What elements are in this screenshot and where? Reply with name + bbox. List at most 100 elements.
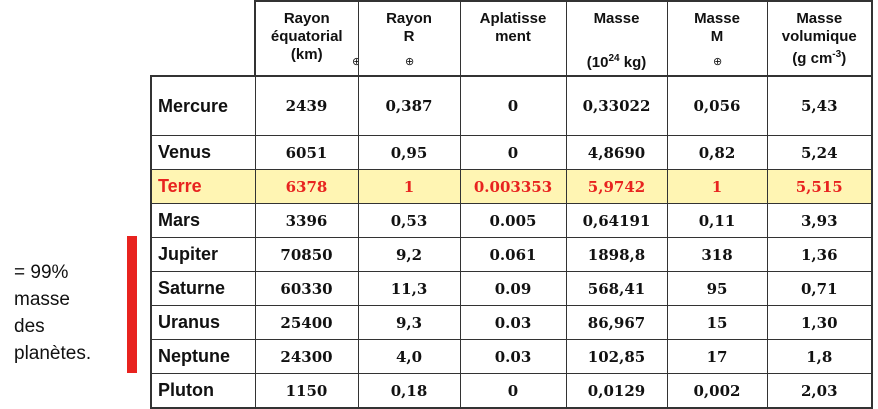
table-row: Uranus 25400 9,3 0.03 86,967 15 1,30 bbox=[150, 305, 873, 340]
table-row-highlighted: Terre 6378 1 0.003353 5,9742 1 5,515 bbox=[150, 169, 873, 204]
table-row: Saturne 60330 11,3 0.09 568,41 95 0,71 bbox=[150, 271, 873, 306]
table-cell: 0,056 bbox=[666, 75, 768, 136]
table-cell: 1 bbox=[666, 169, 768, 204]
header-unit: (1024 kg) bbox=[586, 53, 647, 71]
table-cell: 3396 bbox=[254, 203, 359, 238]
table-cell: 1,8 bbox=[766, 339, 873, 374]
table-row: Mercure 2439 0,387 0 0,33022 0,056 5,43 bbox=[150, 75, 873, 136]
table-cell: 0,002 bbox=[666, 373, 768, 409]
table-row: Neptune 24300 4,0 0.03 102,85 17 1,8 bbox=[150, 339, 873, 374]
table-cell: 0,71 bbox=[766, 271, 873, 306]
side-note: = 99% masse des planètes. bbox=[14, 259, 91, 367]
header-line: Masse bbox=[796, 10, 843, 27]
earth-symbol: ⊕ bbox=[405, 56, 415, 68]
table-cell: 15 bbox=[666, 305, 768, 340]
table-cell: 0,11 bbox=[666, 203, 768, 238]
earth-symbol: ⊕ bbox=[352, 53, 357, 71]
table-cell: 1150 bbox=[254, 373, 359, 409]
table-cell: 9,2 bbox=[357, 237, 461, 272]
table-cell: 0,95 bbox=[357, 135, 461, 170]
table-row: Jupiter 70850 9,2 0.061 1898,8 318 1,36 bbox=[150, 237, 873, 272]
header-line: Masse bbox=[694, 10, 740, 27]
table-cell: 1,30 bbox=[766, 305, 873, 340]
header-line: équatorial bbox=[270, 28, 343, 45]
header-line: Rayon bbox=[283, 10, 330, 27]
table-cell: 24300 bbox=[254, 339, 359, 374]
table-row: Venus 6051 0,95 0 4,8690 0,82 5,24 bbox=[150, 135, 873, 170]
giant-planets-bracket bbox=[127, 236, 137, 373]
header-line: Masse bbox=[593, 10, 640, 27]
table-cell: 0,64191 bbox=[565, 203, 668, 238]
side-note-line: masse bbox=[14, 289, 70, 310]
table-cell: 0.061 bbox=[459, 237, 567, 272]
table-cell: 5,9742 bbox=[565, 169, 668, 204]
table-cell: 0.09 bbox=[459, 271, 567, 306]
table-cell: 3,93 bbox=[766, 203, 873, 238]
table-cell: 60330 bbox=[254, 271, 359, 306]
table-row: Pluton 1150 0,18 0 0,0129 0,002 2,03 bbox=[150, 373, 873, 409]
header-aplatissement: Aplatisse ment bbox=[459, 0, 567, 77]
table-cell: 0.005 bbox=[459, 203, 567, 238]
header-line: Aplatisse bbox=[479, 10, 547, 27]
table-cell: 4,0 bbox=[357, 339, 461, 374]
table-cell: 11,3 bbox=[357, 271, 461, 306]
earth-symbol: ⊕ bbox=[713, 56, 723, 68]
header-rayon-equatorial: Rayon équatorial (km) ⊕ bbox=[254, 0, 359, 77]
table-cell: 0.03 bbox=[459, 305, 567, 340]
table-cell: 6378 bbox=[254, 169, 359, 204]
table-cell: 0,53 bbox=[357, 203, 461, 238]
header-line: volumique bbox=[781, 28, 857, 45]
table-cell: 0,0129 bbox=[565, 373, 668, 409]
side-note-line: planètes. bbox=[14, 343, 92, 364]
table-cell: 6051 bbox=[254, 135, 359, 170]
table-cell: 5,43 bbox=[766, 75, 873, 136]
table-cell: 0,33022 bbox=[565, 75, 668, 136]
table-cell: 2,03 bbox=[766, 373, 873, 409]
table-cell: 70850 bbox=[254, 237, 359, 272]
header-masse-m: Masse M ⊕ bbox=[666, 0, 768, 77]
side-note-line: des bbox=[14, 316, 45, 337]
planet-name: Mars bbox=[150, 203, 256, 238]
table-cell: 0,82 bbox=[666, 135, 768, 170]
header-row: Rayon équatorial (km) ⊕ Rayon R ⊕ Aplati… bbox=[151, 0, 873, 77]
table-cell: 95 bbox=[666, 271, 768, 306]
table-cell: 25400 bbox=[254, 305, 359, 340]
table-cell: 5,515 bbox=[766, 169, 873, 204]
table-cell: 1898,8 bbox=[565, 237, 668, 272]
table-cell: 2439 bbox=[254, 75, 359, 136]
header-masse: Masse (1024 kg) bbox=[565, 0, 668, 77]
table-cell: 17 bbox=[666, 339, 768, 374]
planet-name: Uranus bbox=[150, 305, 256, 340]
planet-name: Mercure bbox=[150, 75, 256, 136]
header-line: (km) bbox=[290, 46, 323, 63]
header-line: ment bbox=[495, 28, 531, 45]
table-row: Mars 3396 0,53 0.005 0,64191 0,11 3,93 bbox=[150, 203, 873, 238]
table-cell: 0.03 bbox=[459, 339, 567, 374]
table-cell: 0 bbox=[459, 75, 567, 136]
planet-name: Neptune bbox=[150, 339, 256, 374]
planet-name: Saturne bbox=[150, 271, 256, 306]
planet-name: Venus bbox=[150, 135, 256, 170]
table-cell: 1,36 bbox=[766, 237, 873, 272]
planet-name: Terre bbox=[150, 169, 256, 204]
table-cell: 318 bbox=[666, 237, 768, 272]
table-cell: 0,18 bbox=[357, 373, 461, 409]
header-line: Rayon bbox=[386, 10, 432, 27]
table-cell: 0,387 bbox=[357, 75, 461, 136]
side-note-line: = 99% bbox=[14, 262, 69, 283]
table-cell: 0 bbox=[459, 135, 567, 170]
planet-name: Pluton bbox=[150, 373, 256, 409]
header-rayon: Rayon R ⊕ bbox=[357, 0, 461, 77]
table-cell: 1 bbox=[357, 169, 461, 204]
table-cell: 9,3 bbox=[357, 305, 461, 340]
planet-name: Jupiter bbox=[150, 237, 256, 272]
planets-table: Rayon équatorial (km) ⊕ Rayon R ⊕ Aplati… bbox=[150, 0, 873, 409]
table-cell: 5,24 bbox=[766, 135, 873, 170]
table-cell: 86,967 bbox=[565, 305, 668, 340]
header-corner bbox=[151, 1, 256, 76]
table-cell: 0 bbox=[459, 373, 567, 409]
table-cell: 0.003353 bbox=[459, 169, 567, 204]
header-line: R bbox=[403, 28, 415, 45]
table-cell: 102,85 bbox=[565, 339, 668, 374]
table-cell: 568,41 bbox=[565, 271, 668, 306]
